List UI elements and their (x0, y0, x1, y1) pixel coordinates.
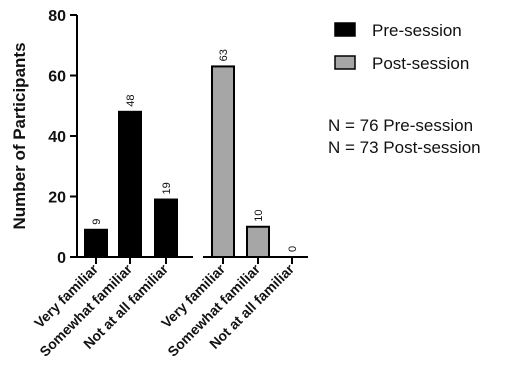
data-label: 0 (287, 246, 299, 252)
bars (84, 65, 270, 258)
data-label: 19 (161, 182, 173, 194)
bar-pre-session (118, 110, 142, 258)
legend-swatch-pre-session (334, 22, 356, 37)
data-labels: 9 48 19 63 10 0 (91, 49, 299, 252)
legend-swatch-post-session (334, 55, 356, 70)
data-label: 63 (218, 49, 230, 61)
legend-label-pre-session: Pre-session (372, 21, 462, 40)
y-axis-title: Number of Participants (10, 42, 29, 229)
bar-pre-session (84, 228, 108, 258)
note-post-session: N = 73 Post-session (328, 138, 481, 157)
y-tick-label: 60 (48, 69, 66, 86)
y-tick-label: 0 (57, 250, 66, 267)
sample-size-notes: N = 76 Pre-session N = 73 Post-session (328, 116, 481, 157)
bar-pre-session (154, 198, 178, 258)
legend-label-post-session: Post-session (372, 54, 469, 73)
y-tick-label: 20 (48, 190, 66, 207)
data-label: 10 (253, 210, 265, 222)
bar-post-session (246, 225, 270, 258)
data-label: 48 (125, 95, 137, 107)
legend: Pre-session Post-session (334, 21, 469, 73)
bar-post-session (211, 65, 235, 258)
y-tick-label: 40 (48, 129, 66, 146)
note-pre-session: N = 76 Pre-session (328, 116, 473, 135)
y-tick-label: 80 (48, 8, 66, 25)
data-label: 9 (91, 219, 103, 225)
